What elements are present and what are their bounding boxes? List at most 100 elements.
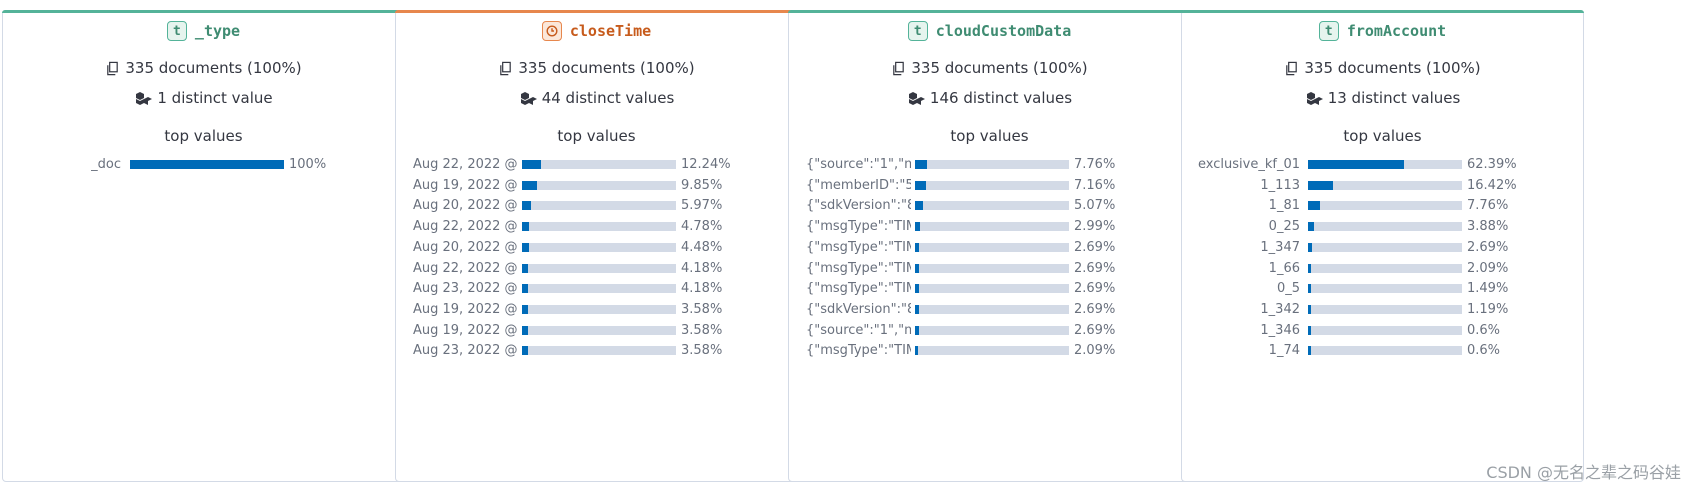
top-value-label: Aug 22, 2022 @ 1 <box>413 260 518 276</box>
top-value-row[interactable]: Aug 19, 2022 @ 13 3.58% <box>396 302 797 317</box>
top-value-row[interactable]: {"msgType":"TIMT 2.69% <box>789 260 1190 276</box>
top-value-label: {"msgType":"TIMT <box>806 260 911 276</box>
top-value-bar <box>1308 180 1462 190</box>
top-value-percent: 1.49% <box>1467 281 1509 297</box>
distinct-count-text: 146 distinct values <box>929 89 1073 107</box>
field-header[interactable]: t fromAccount <box>1182 19 1583 43</box>
top-value-row[interactable]: {"sdkVersion":"830 2.69% <box>789 302 1190 317</box>
field-name[interactable]: _type <box>194 22 241 40</box>
top-value-percent: 62.39% <box>1467 157 1517 172</box>
top-value-row[interactable]: Aug 22, 2022 @ 1 4.18% <box>396 260 797 276</box>
top-value-row[interactable]: 1_342 1.19% <box>1182 301 1583 317</box>
top-value-row[interactable]: 0_5 1.49% <box>1182 281 1583 297</box>
documents-icon <box>1286 61 1298 75</box>
top-value-bar <box>522 201 676 211</box>
top-value-label: 1_342 <box>1260 301 1300 317</box>
top-value-bar-fill <box>1308 346 1311 356</box>
documents-count: 335 documents (100%) <box>789 59 1190 77</box>
top-value-row[interactable]: Aug 19, 2022 @ 15 9.85% <box>396 178 797 193</box>
top-value-bar <box>522 242 676 252</box>
top-value-bar <box>522 160 676 169</box>
top-value-label: Aug 23, 2022 @ 0 <box>413 343 518 359</box>
field-card-closetime: closeTime 335 documents (100%) 44 distin… <box>395 10 798 482</box>
top-value-percent: 7.16% <box>1074 177 1116 193</box>
top-value-label: {"msgType":"TIMT <box>806 343 911 359</box>
top-value-bar <box>130 160 284 169</box>
top-value-bar-fill <box>522 325 528 335</box>
top-value-percent: 2.69% <box>1074 281 1116 297</box>
top-value-label: Aug 20, 2022 @ 0 <box>413 198 518 214</box>
top-value-bar-fill <box>130 160 284 169</box>
top-values-heading: top values <box>164 127 243 145</box>
top-value-bar <box>915 325 1069 335</box>
cubes-icon <box>520 91 537 105</box>
field-header[interactable]: t _type <box>3 19 404 43</box>
top-value-row[interactable]: 1_347 2.69% <box>1182 239 1583 255</box>
top-value-bar <box>1308 222 1462 232</box>
top-value-bar <box>915 201 1069 211</box>
top-value-bar <box>915 284 1069 294</box>
top-value-row[interactable]: Aug 22, 2022 @ 2 4.78% <box>396 219 797 235</box>
top-value-row[interactable]: {"source":"1","mem 2.69% <box>789 323 1190 338</box>
top-value-bar <box>1308 346 1462 356</box>
top-value-row[interactable]: {"sdkVersion":"830 5.07% <box>789 198 1190 213</box>
top-value-bar-fill <box>1308 284 1311 294</box>
top-value-label: 1_346 <box>1260 322 1300 338</box>
top-value-bar <box>522 180 676 190</box>
distinct-count: 44 distinct values <box>396 89 797 107</box>
documents-count-text: 335 documents (100%) <box>1304 59 1481 77</box>
top-value-percent: 2.69% <box>1074 239 1116 255</box>
field-name[interactable]: closeTime <box>569 22 652 40</box>
top-value-row[interactable]: Aug 23, 2022 @ 0 4.18% <box>396 281 797 297</box>
top-value-row[interactable]: Aug 19, 2022 @ 13 3.58% <box>396 323 797 338</box>
top-value-row[interactable]: Aug 20, 2022 @ 0 5.97% <box>396 198 797 214</box>
top-value-row[interactable]: {"memberID":"591 7.16% <box>789 177 1190 193</box>
top-value-row[interactable]: exclusive_kf_01 62.39% <box>1182 157 1583 172</box>
top-value-label: 1_347 <box>1260 239 1300 255</box>
top-value-bar <box>915 160 1069 169</box>
field-header[interactable]: t cloudCustomData <box>789 19 1190 43</box>
top-value-row[interactable]: _doc 100% <box>3 157 404 172</box>
top-value-bar-fill <box>522 160 541 169</box>
top-value-bar <box>1308 242 1462 252</box>
field-name[interactable]: cloudCustomData <box>935 22 1072 40</box>
top-value-row[interactable]: 0_25 3.88% <box>1182 219 1583 234</box>
top-value-row[interactable]: Aug 22, 2022 @ 15 12.24% <box>396 157 797 172</box>
top-value-row[interactable]: 1_81 7.76% <box>1182 198 1583 214</box>
top-value-bar-fill <box>915 325 920 335</box>
top-value-bar-fill <box>522 222 530 232</box>
top-value-row[interactable]: {"msgType":"TIMT 2.09% <box>789 343 1190 359</box>
top-value-label: _doc <box>91 157 121 172</box>
top-value-row[interactable]: 1_74 0.6% <box>1182 343 1583 358</box>
card-accent-bar <box>788 10 1191 13</box>
top-value-percent: 4.78% <box>681 219 723 235</box>
top-value-bar-fill <box>915 222 920 232</box>
top-value-row[interactable]: {"msgType":"TIMT 2.99% <box>789 219 1190 235</box>
top-value-row[interactable]: {"source":"1","mem 7.76% <box>789 157 1190 172</box>
top-value-row[interactable]: Aug 23, 2022 @ 0 3.58% <box>396 343 797 359</box>
top-value-label: exclusive_kf_01 <box>1198 157 1300 172</box>
top-value-row[interactable]: 1_66 2.09% <box>1182 261 1583 276</box>
top-value-row[interactable]: {"msgType":"TIMT 2.69% <box>789 281 1190 297</box>
top-value-percent: 4.18% <box>681 281 723 297</box>
field-header[interactable]: closeTime <box>396 19 797 43</box>
watermark: CSDN @无名之辈之码谷娃 <box>1486 463 1681 482</box>
top-value-bar <box>915 222 1069 232</box>
top-value-bar <box>1308 325 1462 335</box>
top-value-row[interactable]: Aug 20, 2022 @ 0 4.48% <box>396 240 797 255</box>
top-value-row[interactable]: 1_346 0.6% <box>1182 322 1583 338</box>
field-name[interactable]: fromAccount <box>1346 22 1447 40</box>
top-value-label: 1_81 <box>1268 198 1300 214</box>
string-type-icon: t <box>1318 21 1339 41</box>
top-value-label: {"msgType":"TIMT <box>806 219 911 235</box>
top-value-row[interactable]: 1_113 16.42% <box>1182 178 1583 193</box>
top-value-bar <box>915 263 1069 273</box>
documents-count: 335 documents (100%) <box>3 59 404 77</box>
top-value-percent: 2.69% <box>1074 260 1116 276</box>
top-value-bar-fill <box>522 304 528 314</box>
documents-count-text: 335 documents (100%) <box>125 59 302 77</box>
top-value-row[interactable]: {"msgType":"TIMT 2.69% <box>789 239 1190 255</box>
top-value-percent: 2.69% <box>1467 239 1509 255</box>
distinct-count-text: 1 distinct value <box>157 89 273 107</box>
top-value-bar <box>1308 284 1462 294</box>
